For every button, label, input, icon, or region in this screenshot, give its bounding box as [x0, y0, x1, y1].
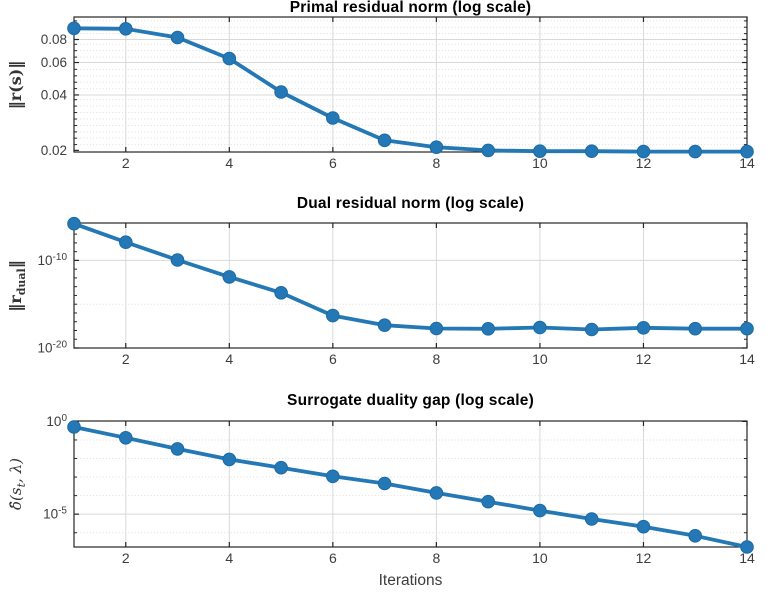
primal-y-axis-label: ‖r(s)‖	[6, 60, 25, 110]
data-point-marker	[170, 30, 185, 45]
x-axis-label: Iterations	[378, 572, 443, 589]
svg-text:10: 10	[532, 155, 548, 171]
data-point-marker	[636, 321, 651, 335]
svg-text:2: 2	[122, 155, 130, 171]
data-point-marker	[274, 460, 288, 475]
data-point-marker	[481, 143, 496, 158]
data-point-marker	[170, 253, 185, 267]
data-point-marker	[377, 133, 392, 148]
data-point-marker	[274, 85, 288, 99]
svg-text:12: 12	[636, 351, 652, 367]
svg-text:0.08: 0.08	[41, 32, 67, 47]
svg-text:12: 12	[636, 550, 652, 566]
data-point-marker	[119, 431, 133, 445]
svg-text:12: 12	[636, 155, 652, 171]
dual-y-axis-label: ‖rdual‖	[6, 260, 28, 312]
series-line	[72, 425, 749, 549]
subplot-1: 2 4 6 8 10 12 14 10-10 10-20	[38, 216, 755, 367]
data-point-marker	[636, 144, 651, 159]
svg-text:100: 100	[46, 413, 67, 429]
data-point-marker	[636, 519, 651, 534]
data-point-marker	[688, 321, 703, 336]
svg-text:6: 6	[329, 550, 337, 566]
data-point-marker	[688, 529, 703, 543]
svg-text:10-5: 10-5	[43, 506, 67, 522]
subplot-2: 2 4 6 8 10 12 14 100 10-5	[43, 413, 755, 566]
svg-text:6: 6	[329, 155, 337, 171]
data-point-marker	[222, 270, 237, 284]
subplot-0: 2 4 6 8 10 12 14 0.08 0.06 0.04 0.02	[41, 16, 755, 171]
data-point-marker	[326, 308, 340, 323]
data-point-marker	[688, 144, 703, 159]
svg-text:2: 2	[122, 550, 130, 566]
svg-text:4: 4	[225, 155, 233, 171]
data-point-marker	[481, 494, 496, 509]
primal-chart-title: Primal residual norm (log scale)	[289, 0, 532, 16]
svg-text:14: 14	[739, 550, 755, 566]
data-point-marker	[429, 321, 444, 336]
data-point-marker	[533, 144, 547, 158]
data-point-marker	[67, 216, 81, 231]
data-point-marker	[170, 442, 185, 456]
data-point-marker	[533, 503, 547, 518]
data-point-marker	[740, 540, 754, 554]
data-point-marker	[740, 144, 754, 159]
svg-text:4: 4	[225, 550, 233, 566]
svg-text:14: 14	[739, 155, 755, 171]
data-point-marker	[584, 322, 599, 337]
svg-text:6: 6	[329, 351, 337, 367]
svg-text:10: 10	[532, 550, 548, 566]
data-point-marker	[377, 318, 392, 333]
surrogate-chart-title: Surrogate duality gap (log scale)	[287, 392, 534, 409]
svg-text:10-10: 10-10	[38, 252, 68, 268]
surrogate-y-axis-label: δ̂(st, λ)	[7, 458, 28, 510]
data-point-marker	[67, 420, 81, 434]
svg-text:10: 10	[532, 351, 548, 367]
data-point-marker	[222, 452, 237, 467]
data-point-marker	[377, 476, 392, 491]
data-point-marker	[326, 469, 340, 484]
data-point-marker	[429, 486, 444, 500]
series-line	[72, 221, 749, 332]
svg-text:8: 8	[432, 155, 440, 171]
series-line	[72, 26, 749, 154]
data-point-marker	[533, 320, 547, 335]
data-point-marker	[222, 51, 237, 66]
svg-text:4: 4	[225, 351, 233, 367]
svg-text:0.06: 0.06	[41, 55, 67, 70]
svg-text:2: 2	[122, 351, 130, 367]
data-point-marker	[740, 321, 754, 336]
data-point-marker	[429, 140, 444, 154]
svg-text:14: 14	[739, 351, 755, 367]
data-point-marker	[481, 322, 496, 336]
svg-text:0.04: 0.04	[41, 87, 68, 102]
data-point-marker	[274, 286, 288, 300]
data-point-marker	[119, 235, 133, 249]
svg-text:8: 8	[432, 550, 440, 566]
dual-chart-title: Dual residual norm (log scale)	[296, 195, 525, 212]
data-point-marker	[584, 512, 599, 526]
svg-text:0.02: 0.02	[41, 143, 67, 158]
data-point-marker	[326, 111, 340, 125]
svg-text:10-20: 10-20	[38, 340, 68, 356]
svg-text:8: 8	[432, 351, 440, 367]
data-point-marker	[584, 144, 599, 158]
data-point-marker	[67, 21, 81, 36]
data-point-marker	[119, 22, 133, 36]
